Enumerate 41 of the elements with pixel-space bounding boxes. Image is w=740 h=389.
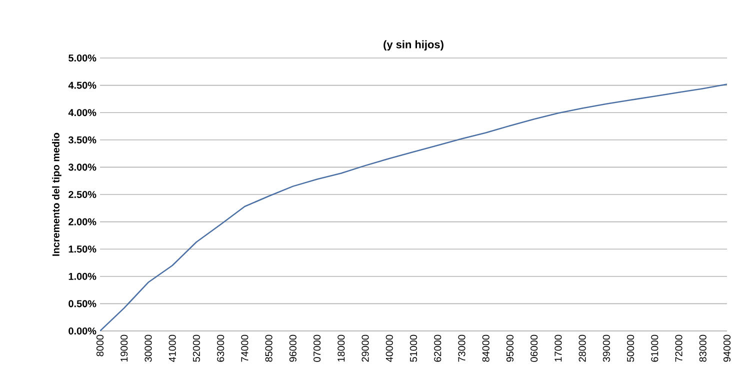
x-tick-label: 96000 [289, 334, 296, 362]
y-tick-label: 1.00% [68, 272, 96, 280]
x-tick-label: 61000 [651, 334, 658, 362]
x-tick-label: 94000 [723, 334, 731, 362]
x-tick-label: 30000 [144, 334, 152, 362]
x-tick-label: 28000 [578, 334, 586, 362]
y-tick-label: 2.00% [68, 218, 96, 226]
x-tick-label: 51000 [410, 334, 418, 362]
x-tick-label: 62000 [434, 334, 442, 362]
y-axis-title: Incremento del tipo medio [52, 132, 62, 256]
x-tick-label: 06000 [530, 334, 538, 362]
x-tick-label: 95000 [506, 334, 514, 362]
x-tick-label: 85000 [265, 334, 272, 362]
y-tick-label: 2.50% [68, 190, 96, 198]
y-tick-label: 3.00% [68, 164, 96, 171]
y-tick-label: 3.50% [68, 136, 96, 144]
chart-title: (y sin hijos) [384, 40, 444, 50]
x-tick-label: 39000 [602, 334, 610, 362]
y-tick-label: 0.50% [68, 300, 96, 308]
x-tick-label: 73000 [458, 334, 466, 362]
y-tick-label: 0.00% [68, 327, 96, 335]
y-tick-label: 4.50% [68, 82, 96, 89]
x-tick-label: 18000 [338, 334, 345, 362]
x-tick-label: 63000 [217, 334, 224, 362]
x-tick-label: 74000 [241, 334, 248, 362]
x-tick-label: 07000 [314, 334, 321, 362]
x-tick-label: 83000 [699, 334, 706, 362]
x-tick-label: 29000 [362, 334, 369, 362]
y-tick-label: 4.00% [68, 109, 96, 116]
x-tick-label: 17000 [554, 334, 562, 362]
x-tick-label: 50000 [627, 334, 634, 362]
x-tick-label: 84000 [482, 334, 490, 362]
x-tick-label: 19000 [120, 334, 128, 362]
x-tick-label: 40000 [386, 334, 393, 362]
x-tick-label: 72000 [675, 334, 682, 362]
y-tick-label: 1.50% [68, 246, 96, 253]
x-tick-label: 41000 [168, 334, 176, 362]
x-tick-label: 52000 [192, 334, 200, 362]
y-tick-label: 5.00% [68, 54, 96, 62]
x-tick-label: 8000 [96, 334, 104, 356]
line-series [100, 84, 728, 331]
